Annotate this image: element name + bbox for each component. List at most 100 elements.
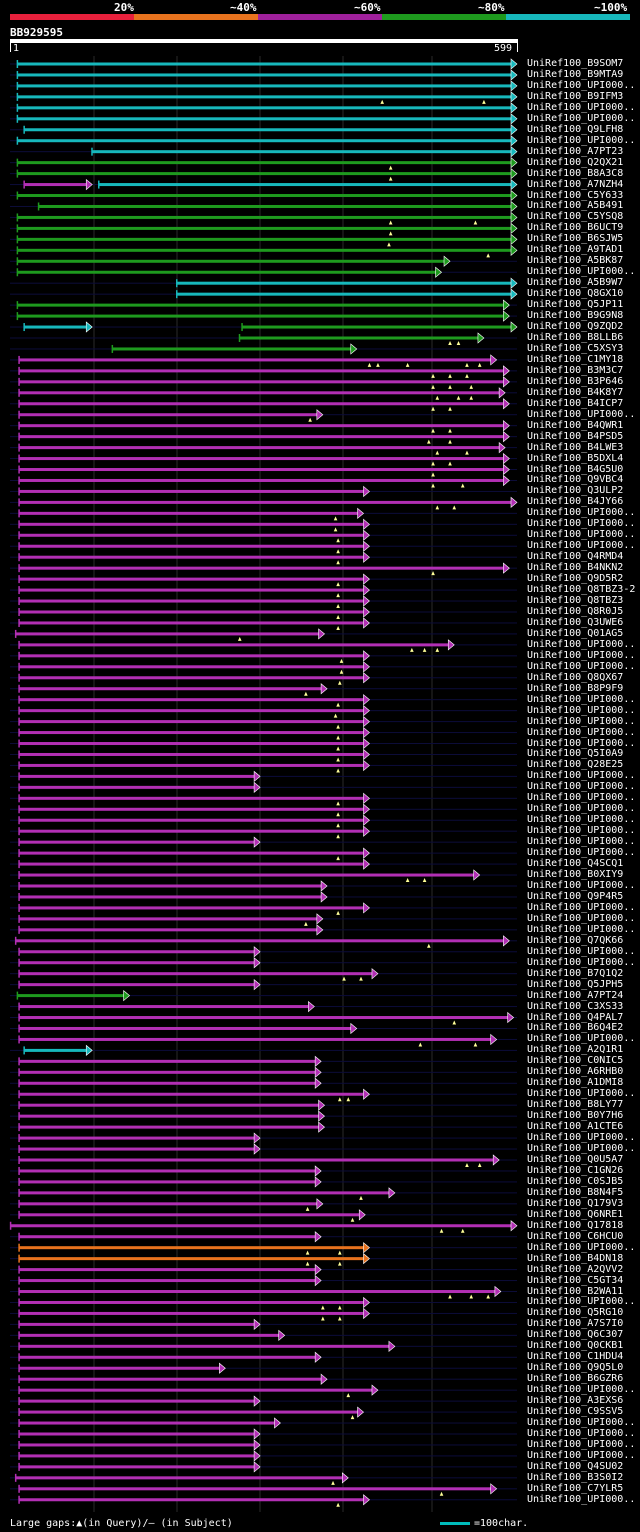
hit-row-30[interactable] bbox=[10, 387, 517, 400]
hit-row-46[interactable] bbox=[10, 562, 517, 576]
hit-row-33[interactable] bbox=[10, 420, 517, 433]
hit-label-113[interactable]: UniRef100_UPI000.. bbox=[527, 1296, 636, 1308]
hit-row-127[interactable] bbox=[10, 1450, 517, 1462]
hit-label-45[interactable]: UniRef100_Q4RMD4 bbox=[527, 551, 624, 563]
hit-row-102[interactable] bbox=[10, 1176, 517, 1188]
hit-label-26[interactable]: UniRef100_C5XSY3 bbox=[527, 342, 624, 354]
hit-label-31[interactable]: UniRef100_B4ICP7 bbox=[527, 397, 624, 409]
hit-label-54[interactable]: UniRef100_UPI000.. bbox=[527, 649, 636, 661]
hit-row-88[interactable] bbox=[10, 1022, 517, 1035]
hit-label-41[interactable]: UniRef100_UPI000.. bbox=[527, 507, 636, 519]
hit-label-76[interactable]: UniRef100_Q9P4R5 bbox=[527, 890, 624, 902]
hit-label-39[interactable]: UniRef100_Q3ULP2 bbox=[527, 485, 624, 497]
hit-label-23[interactable]: UniRef100_B9G9N8 bbox=[527, 310, 624, 322]
hit-label-19[interactable]: UniRef100_UPI000.. bbox=[527, 266, 636, 278]
hit-label-3[interactable]: UniRef100_B9IFM3 bbox=[527, 90, 624, 102]
hit-label-6[interactable]: UniRef100_Q9LFH8 bbox=[527, 123, 624, 135]
hit-label-127[interactable]: UniRef100_UPI000.. bbox=[527, 1449, 636, 1461]
hit-row-42[interactable] bbox=[10, 518, 517, 532]
hit-row-59[interactable] bbox=[10, 704, 517, 718]
hit-row-17[interactable] bbox=[10, 244, 518, 258]
hit-row-90[interactable] bbox=[10, 1044, 517, 1057]
hit-row-86[interactable] bbox=[10, 1000, 517, 1013]
hit-row-31[interactable] bbox=[10, 398, 517, 411]
hit-label-42[interactable]: UniRef100_UPI000.. bbox=[527, 518, 636, 530]
hit-label-85[interactable]: UniRef100_A7PT24 bbox=[527, 989, 624, 1001]
hit-label-122[interactable]: UniRef100_A3EXS6 bbox=[527, 1395, 624, 1407]
hit-label-43[interactable]: UniRef100_UPI000.. bbox=[527, 529, 636, 541]
hit-label-58[interactable]: UniRef100_UPI000.. bbox=[527, 693, 636, 705]
hit-row-73[interactable] bbox=[10, 858, 517, 870]
hit-row-114[interactable] bbox=[10, 1307, 517, 1321]
hit-label-44[interactable]: UniRef100_UPI000.. bbox=[527, 540, 636, 552]
hit-row-81[interactable] bbox=[10, 946, 517, 958]
hit-row-13[interactable] bbox=[10, 200, 518, 213]
hit-label-65[interactable]: UniRef100_UPI000.. bbox=[527, 770, 636, 782]
hit-row-26[interactable] bbox=[10, 343, 517, 355]
hit-label-130[interactable]: UniRef100_C7YLR5 bbox=[527, 1482, 624, 1494]
hit-row-113[interactable] bbox=[10, 1296, 517, 1310]
hit-row-124[interactable] bbox=[10, 1417, 517, 1429]
hit-label-96[interactable]: UniRef100_B0Y7H6 bbox=[527, 1110, 624, 1122]
hit-row-107[interactable] bbox=[10, 1231, 517, 1243]
hit-row-25[interactable] bbox=[10, 332, 517, 345]
hit-row-36[interactable] bbox=[10, 452, 517, 466]
hit-row-61[interactable] bbox=[10, 726, 517, 740]
hit-row-115[interactable] bbox=[10, 1318, 517, 1331]
hit-label-33[interactable]: UniRef100_B4QWR1 bbox=[527, 419, 624, 431]
hit-label-123[interactable]: UniRef100_C9SSV5 bbox=[527, 1406, 624, 1418]
hit-row-41[interactable] bbox=[10, 507, 517, 521]
hit-row-94[interactable] bbox=[10, 1088, 517, 1102]
hit-row-37[interactable] bbox=[10, 463, 517, 477]
hit-label-99[interactable]: UniRef100_UPI000.. bbox=[527, 1143, 636, 1155]
hit-label-94[interactable]: UniRef100_UPI000.. bbox=[527, 1088, 636, 1100]
hit-label-90[interactable]: UniRef100_A2Q1R1 bbox=[527, 1044, 624, 1056]
hit-label-92[interactable]: UniRef100_A6RHB0 bbox=[527, 1066, 624, 1078]
hit-label-29[interactable]: UniRef100_B3P646 bbox=[527, 375, 624, 387]
hit-row-129[interactable] bbox=[10, 1472, 517, 1485]
hit-row-89[interactable] bbox=[10, 1033, 517, 1047]
hit-label-86[interactable]: UniRef100_C3XS33 bbox=[527, 1000, 624, 1012]
hit-row-50[interactable] bbox=[10, 606, 517, 619]
hit-label-36[interactable]: UniRef100_B5DXL4 bbox=[527, 452, 624, 464]
hit-row-22[interactable] bbox=[10, 299, 517, 311]
hit-label-128[interactable]: UniRef100_Q4SU02 bbox=[527, 1460, 624, 1472]
hit-row-95[interactable] bbox=[10, 1099, 517, 1111]
hit-row-125[interactable] bbox=[10, 1428, 517, 1440]
hit-row-21[interactable] bbox=[10, 288, 518, 300]
hit-label-60[interactable]: UniRef100_UPI000.. bbox=[527, 715, 636, 727]
hit-label-91[interactable]: UniRef100_C0NIC5 bbox=[527, 1055, 624, 1067]
hit-row-58[interactable] bbox=[10, 694, 517, 707]
hit-label-107[interactable]: UniRef100_C6HCU0 bbox=[527, 1230, 624, 1242]
hit-label-68[interactable]: UniRef100_UPI000.. bbox=[527, 803, 636, 815]
hit-row-79[interactable] bbox=[10, 924, 517, 936]
hit-label-13[interactable]: UniRef100_A5B491 bbox=[527, 200, 624, 212]
hit-row-34[interactable] bbox=[10, 430, 517, 444]
hit-label-119[interactable]: UniRef100_Q9Q5L0 bbox=[527, 1362, 624, 1374]
hit-row-80[interactable] bbox=[10, 935, 517, 948]
hit-label-70[interactable]: UniRef100_UPI000.. bbox=[527, 825, 636, 837]
hit-label-80[interactable]: UniRef100_Q7QK66 bbox=[527, 934, 624, 946]
hit-label-52[interactable]: UniRef100_Q01AG5 bbox=[527, 627, 624, 639]
hit-label-18[interactable]: UniRef100_A5BK87 bbox=[527, 255, 624, 267]
hit-label-72[interactable]: UniRef100_UPI000.. bbox=[527, 847, 636, 859]
hit-row-75[interactable] bbox=[10, 880, 517, 892]
hit-label-109[interactable]: UniRef100_B4DN18 bbox=[527, 1252, 624, 1264]
hit-label-9[interactable]: UniRef100_Q2QX21 bbox=[527, 156, 624, 168]
hit-row-7[interactable] bbox=[10, 135, 518, 147]
hit-row-29[interactable] bbox=[10, 376, 517, 389]
hit-row-76[interactable] bbox=[10, 891, 517, 903]
hit-row-49[interactable] bbox=[10, 595, 517, 609]
hit-row-65[interactable] bbox=[10, 770, 517, 783]
hit-label-35[interactable]: UniRef100_B4LWE3 bbox=[527, 441, 624, 453]
hit-label-89[interactable]: UniRef100_UPI000.. bbox=[527, 1033, 636, 1045]
hit-row-19[interactable] bbox=[10, 266, 517, 278]
hit-label-5[interactable]: UniRef100_UPI000.. bbox=[527, 112, 636, 124]
hit-row-131[interactable] bbox=[10, 1494, 517, 1507]
hit-row-43[interactable] bbox=[10, 529, 517, 543]
hit-label-38[interactable]: UniRef100_Q9VBC4 bbox=[527, 474, 624, 486]
hit-row-100[interactable] bbox=[10, 1154, 517, 1167]
hit-row-23[interactable] bbox=[10, 310, 517, 322]
hit-row-119[interactable] bbox=[10, 1362, 517, 1374]
hit-label-1[interactable]: UniRef100_B9MTA9 bbox=[527, 68, 624, 80]
